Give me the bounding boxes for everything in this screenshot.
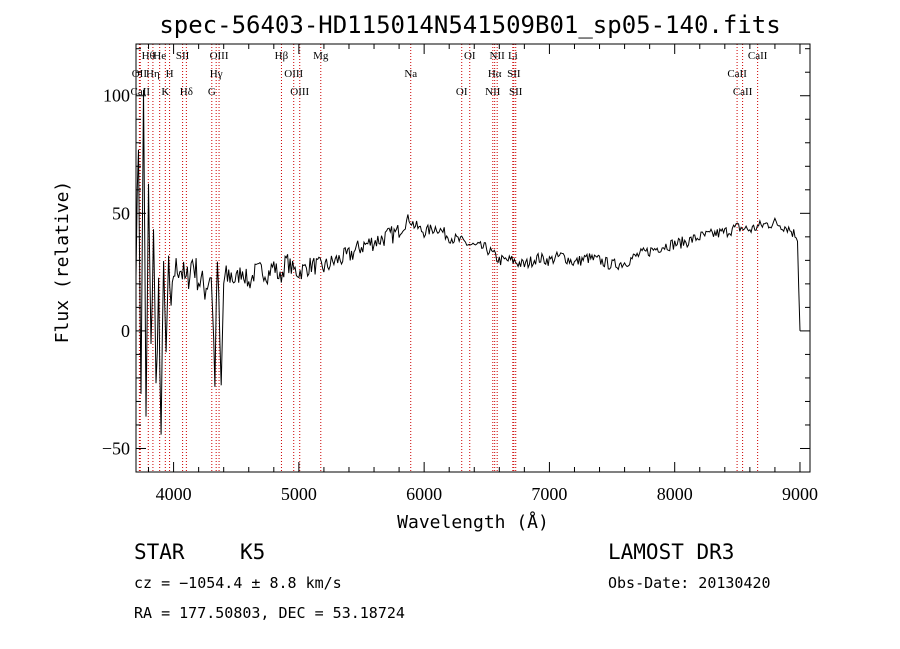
line-label: OI [464, 50, 476, 62]
object-class: STAR [134, 540, 185, 564]
x-tick-label: 7000 [531, 484, 567, 504]
x-tick-label: 4000 [156, 484, 192, 504]
line-label: Hη [146, 68, 160, 80]
y-tick-label: 50 [112, 203, 130, 223]
line-label: Hγ [210, 68, 223, 80]
x-axis-ticks: 4000 5000 6000 7000 8000 9000 [148, 44, 818, 504]
line-label: OI [456, 86, 468, 98]
x-tick-label: 5000 [281, 484, 317, 504]
line-label: Hδ [180, 86, 193, 98]
radial-velocity: cz = −1054.4 ± 8.8 km/s [134, 574, 342, 592]
y-axis-ticks: −50 0 50 100 [102, 48, 810, 458]
line-label: NII [485, 86, 501, 98]
line-label: OIII [284, 68, 303, 80]
line-label: CaII [727, 68, 747, 80]
y-tick-label: 0 [121, 321, 130, 341]
x-tick-label: 6000 [406, 484, 442, 504]
line-label: CaII [733, 86, 753, 98]
line-label: SII [176, 50, 190, 62]
line-label: K [161, 86, 169, 98]
x-axis-label: Wavelength (Å) [397, 511, 549, 533]
line-label: OIII [210, 50, 229, 62]
line-label: H [166, 68, 174, 80]
survey-name: LAMOST DR3 [608, 540, 735, 564]
line-label: Na [404, 68, 417, 80]
line-label: SII [509, 86, 523, 98]
x-tick-label: 8000 [657, 484, 693, 504]
line-label: CaII [748, 50, 768, 62]
chart-title: spec-56403-HD115014N541509B01_sp05-140.f… [159, 11, 780, 39]
line-label: NII [490, 50, 506, 62]
line-label: Mg [313, 50, 329, 62]
observation-date: Obs-Date: 20130420 [608, 574, 771, 592]
line-label: He [153, 50, 166, 62]
spectral-line-labels: HθOIICaIIHeHηKSIIHHδOIIIHγGHβOIIIOIIIMgN… [130, 50, 767, 98]
plot-frame [135, 43, 811, 473]
x-tick-label: 9000 [782, 484, 818, 504]
object-subclass: K5 [240, 540, 266, 564]
line-label: Hβ [275, 50, 289, 62]
line-label: SII [507, 68, 521, 80]
y-tick-label: −50 [102, 438, 130, 458]
line-label: Li [508, 50, 518, 62]
coordinates: RA = 177.50803, DEC = 53.18724 [134, 604, 405, 622]
line-label: OII [132, 68, 148, 80]
line-label: Hθ [142, 50, 155, 62]
spectral-line-markers [138, 44, 759, 472]
line-label: Hα [488, 68, 502, 80]
y-axis-label: Flux (relative) [52, 181, 73, 344]
y-tick-label: 100 [103, 86, 130, 106]
line-label: CaII [130, 86, 150, 98]
line-label: G [208, 86, 216, 98]
line-label: OIII [290, 86, 309, 98]
spectrum-series-line [135, 89, 801, 435]
